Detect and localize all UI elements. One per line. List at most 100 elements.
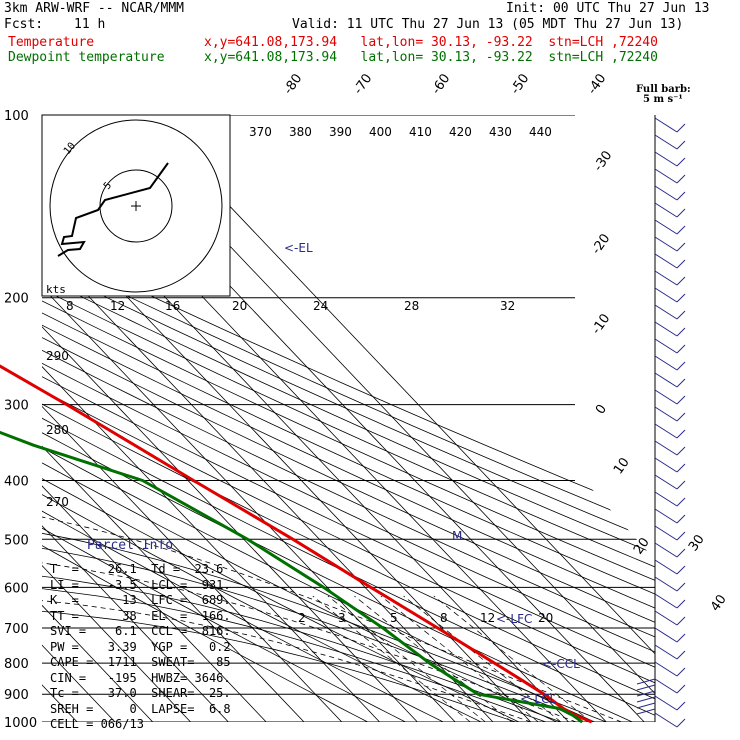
- wind-barb: [654, 270, 678, 286]
- isotherm-label: 20: [631, 535, 653, 557]
- hodograph-unit: kts: [46, 283, 66, 296]
- wind-barb-flag: [676, 242, 686, 252]
- pressure-label: 1000: [4, 716, 37, 731]
- isotherm-line: [0, 115, 2, 722]
- isotherm-label: -30: [591, 148, 615, 174]
- isotherm-label: 40: [708, 592, 730, 614]
- pressure-label: 700: [4, 622, 29, 637]
- wind-barb: [654, 525, 678, 541]
- isotherm-label: -50: [508, 71, 532, 97]
- isotherm-label: 10: [611, 455, 633, 477]
- dry-adiabat-line: [42, 115, 655, 722]
- dry-adiabat-line: [42, 115, 655, 722]
- mixing-ratio-line: [354, 595, 513, 722]
- pressure-label: 400: [4, 474, 29, 489]
- wind-barb: [654, 610, 678, 626]
- wind-barb-flag: [676, 191, 686, 201]
- wind-barb-low: [636, 690, 656, 697]
- wind-barb: [654, 678, 678, 694]
- temperature-legend: Temperature: [8, 35, 95, 50]
- hodograph-ring-label: 5: [102, 180, 114, 192]
- pressure-label: 200: [4, 292, 29, 307]
- wind-barb-flag: [676, 463, 686, 473]
- isotherm-label: -40: [585, 71, 609, 97]
- wind-barb: [654, 151, 678, 167]
- wind-barb-flag: [676, 395, 686, 405]
- dry-adiabat-line: [42, 115, 520, 722]
- fcst-value: 11 h: [74, 17, 106, 32]
- wind-barb: [654, 304, 678, 320]
- speed-label: 8: [66, 299, 74, 313]
- speed-label: 24: [313, 299, 328, 313]
- theta-e-label: 420: [449, 125, 472, 139]
- wind-barb: [654, 423, 678, 439]
- dry-adiabat-line: [42, 115, 655, 722]
- theta-label: 270: [46, 495, 69, 509]
- wind-barb-low: [636, 678, 656, 685]
- profiles: [0, 364, 593, 724]
- mixing-ratio-label: 20: [538, 611, 553, 625]
- wind-barb-flag: [676, 548, 686, 558]
- speed-label: 32: [500, 299, 515, 313]
- wind-barb-low: [636, 696, 656, 703]
- pressure-label: 800: [4, 657, 29, 672]
- wind-barb-flag: [676, 497, 686, 507]
- wind-barb: [654, 253, 678, 269]
- wind-barb: [654, 185, 678, 201]
- isotherm-label: -60: [429, 71, 453, 97]
- wind-barb-flag: [676, 718, 686, 728]
- theta-e-label: 440: [529, 125, 552, 139]
- valid-time: Valid: 11 UTC Thu 27 Jun 13 (05 MDT Thu …: [292, 17, 684, 32]
- moist-adiabat-line: [42, 452, 622, 722]
- isotherm-label: -20: [589, 231, 613, 257]
- wind-barb: [654, 219, 678, 235]
- theta-e-label: 410: [409, 125, 432, 139]
- isotherm-line: [142, 115, 655, 722]
- dewpoint-location: x,y=641.08,173.94 lat,lon= 30.13, -93.22…: [204, 50, 658, 65]
- wind-barb-flag: [676, 259, 686, 269]
- mixing-ratio-line: [312, 595, 471, 722]
- wind-barb: [654, 508, 678, 524]
- wind-barb-flag: [676, 327, 686, 337]
- parcel-info-row: Tc = 37.0 SHEAR= 25.: [50, 686, 231, 700]
- parcel-info-row: SVI = 6.1 CCL = 816.: [50, 624, 231, 638]
- pressure-label: 900: [4, 688, 29, 703]
- wind-barb-flag: [676, 412, 686, 422]
- parcel-info-row: SREH = 0 LAPSE= 6.8: [50, 701, 231, 716]
- parcel-info-row: TT = 38 EL = 166.: [50, 608, 231, 623]
- wind-barb-flag: [676, 701, 686, 711]
- isotherm-label: -80: [281, 71, 305, 97]
- parcel-info-row: LI = -3.5 LCL = 931.: [50, 577, 231, 592]
- wind-barb-flag: [676, 344, 686, 354]
- dry-adiabat-line: [42, 115, 444, 722]
- wind-barb: [654, 695, 678, 711]
- dry-adiabat-line: [42, 115, 655, 722]
- hodograph-trace: [57, 162, 169, 257]
- theta-e-label: 380: [289, 125, 312, 139]
- isotherm-line: [42, 115, 154, 722]
- wind-barb-flag: [676, 480, 686, 490]
- model-title: 3km ARW-WRF -- NCAR/MMM: [4, 1, 185, 16]
- dry-adiabat-line: [42, 115, 482, 722]
- wind-barb-flag: [676, 531, 686, 541]
- fcst-label: Fcst:: [4, 17, 44, 32]
- theta-e-label: 370: [249, 125, 272, 139]
- wind-barb: [654, 372, 678, 388]
- wind-barb-low: [636, 708, 656, 715]
- init-time: Init: 00 UTC Thu 27 Jun 13: [506, 1, 710, 16]
- isotherm-line: [42, 115, 267, 722]
- dry-adiabat-line: [42, 115, 655, 722]
- barb-title: Full barb:: [636, 84, 691, 95]
- wind-barb: [654, 491, 678, 507]
- wind-barb: [654, 593, 678, 609]
- dry-adiabat-line: [42, 115, 595, 722]
- wind-barb-flag: [676, 667, 686, 677]
- wind-barb-flag: [676, 599, 686, 609]
- wind-barb: [654, 134, 678, 150]
- wind-barb-low: [636, 702, 656, 709]
- isotherm-label: 0: [593, 402, 610, 417]
- barb-unit: 5 m s⁻¹: [643, 94, 683, 105]
- wind-barb: [654, 542, 678, 558]
- dry-adiabat-line: [42, 115, 368, 722]
